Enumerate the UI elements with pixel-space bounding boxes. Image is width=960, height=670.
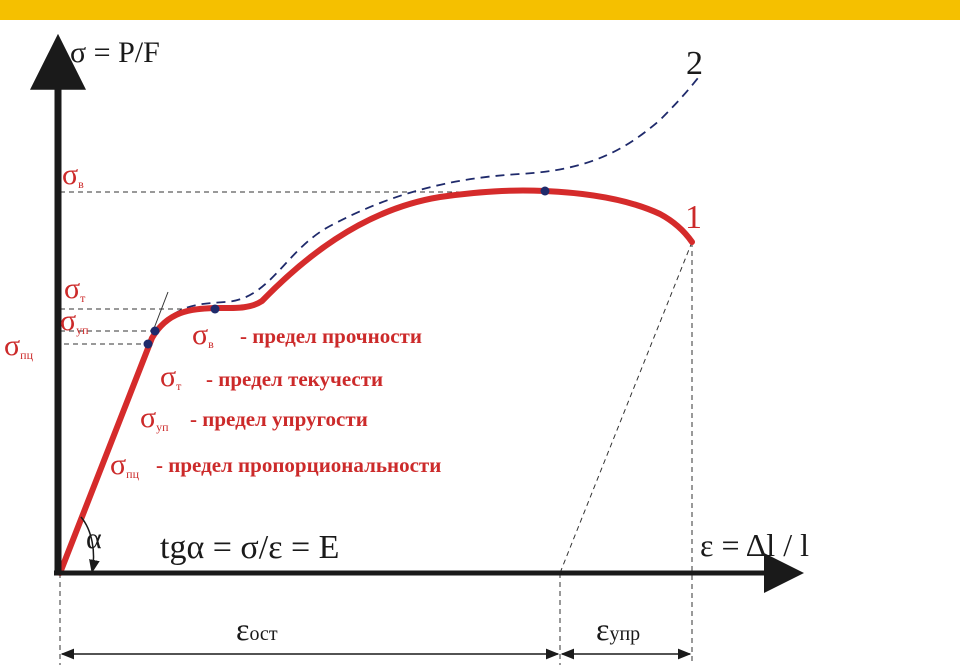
curve-2-dashed [59, 77, 699, 574]
top-accent-bar [0, 0, 960, 20]
angle-arc [80, 516, 100, 574]
curve-1-label: 1 [685, 199, 702, 236]
legend: σв - предел прочности σт - предел текуче… [110, 318, 441, 481]
label-elastic-strain: εупр [596, 611, 640, 647]
marker-sigma-up: σуп [60, 304, 89, 337]
y-axis-label: σ = P/F [70, 36, 160, 69]
curve-points [143, 186, 550, 349]
curve-2-label: 2 [686, 45, 703, 82]
x-axis-label: ε = Δl / l [700, 527, 809, 563]
point-sigma-v [540, 186, 550, 196]
legend-text-sigma-v: - предел прочности [240, 324, 422, 348]
legend-item-sigma-t: σт [160, 360, 182, 393]
legend-item-sigma-pts: σпц [110, 448, 140, 481]
marker-sigma-v: σв [62, 158, 84, 191]
marker-sigma-t: σт [64, 272, 86, 305]
guide-unload [559, 241, 693, 574]
point-sigma-up [150, 326, 160, 336]
modulus-formula: tgα = σ/ε = E [160, 529, 339, 566]
legend-item-sigma-up: σуп [140, 401, 169, 434]
label-residual-strain: εост [236, 611, 278, 647]
legend-text-sigma-up: - предел упругости [190, 407, 368, 431]
legend-text-sigma-pts: - предел пропорциональности [156, 453, 441, 477]
angle-label: α [86, 522, 102, 555]
legend-item-sigma-v: σв [192, 318, 214, 351]
marker-sigma-pts: σпц [4, 329, 34, 362]
point-sigma-t [210, 304, 220, 314]
legend-text-sigma-t: - предел текучести [206, 367, 383, 391]
point-sigma-pts [143, 339, 153, 349]
